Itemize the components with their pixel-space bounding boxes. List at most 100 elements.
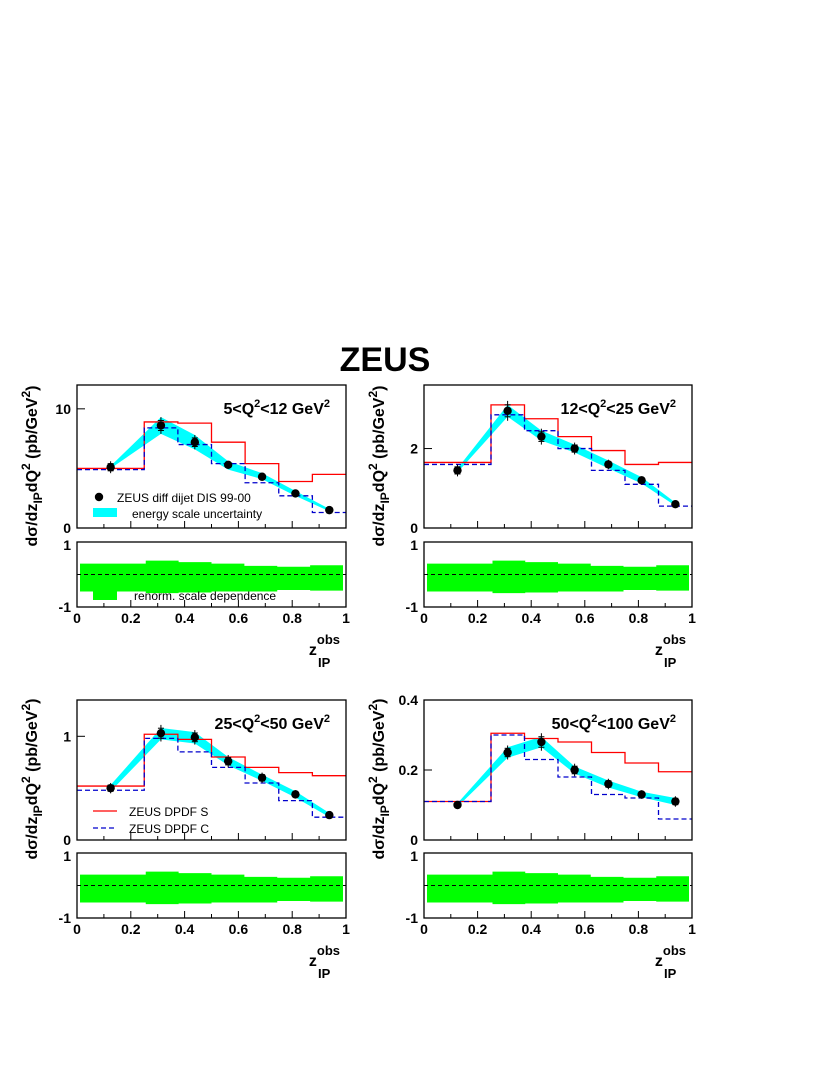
x-axis-label-sub: IP bbox=[664, 966, 677, 981]
y-tick-label: 10 bbox=[55, 401, 71, 417]
data-point bbox=[156, 728, 166, 738]
legend-band-label: energy scale uncertainty bbox=[132, 507, 262, 521]
panel-label-sup: 2 bbox=[600, 398, 606, 410]
y-label-sub: IP bbox=[378, 805, 392, 816]
y-label-sup: 2 bbox=[19, 704, 33, 711]
legend: ZEUS diff dijet DIS 99-00 energy scale un… bbox=[93, 491, 276, 836]
y-label-sup: 2 bbox=[19, 391, 33, 398]
data-point bbox=[604, 779, 613, 789]
y-label-sub: IP bbox=[31, 805, 45, 816]
panel-label-sup: 2 bbox=[324, 713, 330, 725]
panel-label-sup: 2 bbox=[254, 398, 260, 410]
x-axis-label-sub: IP bbox=[318, 655, 331, 670]
panel-label: 50<Q2<100 GeV2 bbox=[552, 713, 676, 733]
data-point bbox=[291, 790, 300, 799]
y-tick-label: 1 bbox=[63, 728, 71, 744]
data-point bbox=[671, 797, 680, 806]
y-label-part: ) bbox=[24, 386, 41, 391]
y-label-part: (pb/GeV bbox=[371, 397, 388, 463]
panel-label-part: <25 GeV bbox=[606, 401, 670, 418]
x-tick-label: 0.6 bbox=[575, 921, 595, 937]
panel-label-sup: 2 bbox=[670, 398, 676, 410]
data-point bbox=[190, 733, 200, 742]
y-label-part: ) bbox=[371, 386, 388, 391]
panel-label-part: 5<Q bbox=[223, 401, 254, 418]
data-point bbox=[257, 472, 267, 481]
renorm-scale-band bbox=[427, 560, 690, 594]
y-label-part: (pb/GeV bbox=[24, 710, 41, 776]
legend-band-swatch bbox=[93, 508, 117, 517]
data-point bbox=[503, 748, 512, 757]
renorm-scale-band bbox=[427, 871, 690, 905]
y-axis-label: dσ/dzIPdQ2 (pb/GeV2) bbox=[366, 699, 392, 860]
energy-scale-band bbox=[457, 404, 676, 506]
data-point bbox=[570, 765, 579, 775]
data-point bbox=[537, 737, 546, 747]
y-tick-label: 0 bbox=[63, 832, 71, 848]
panel-label: 5<Q2<12 GeV2 bbox=[223, 398, 330, 418]
ratio-tick-label: -1 bbox=[59, 910, 72, 926]
x-tick-label: 0.6 bbox=[575, 610, 595, 626]
y-label-part: ) bbox=[24, 699, 41, 704]
dpdf-s-histogram bbox=[77, 421, 346, 483]
data-point bbox=[325, 810, 334, 820]
y-label-part: dσ/dz bbox=[371, 504, 388, 547]
x-tick-label: 0.8 bbox=[282, 610, 302, 626]
x-axis-label-sup: obs bbox=[663, 632, 686, 647]
data-point bbox=[570, 444, 579, 453]
energy-scale-band bbox=[457, 736, 676, 807]
data-point bbox=[291, 489, 300, 498]
data-point bbox=[325, 505, 334, 515]
y-tick-label: 0 bbox=[63, 520, 71, 536]
y-tick-label: 0 bbox=[410, 832, 418, 848]
x-tick-label: 0.8 bbox=[629, 921, 649, 937]
ratio-tick-label: 1 bbox=[410, 537, 418, 553]
y-axis-label: dσ/dzIPdQ2 (pb/GeV2) bbox=[19, 699, 45, 860]
data-point bbox=[156, 421, 166, 430]
renorm-scale-band bbox=[80, 871, 344, 905]
x-tick-label: 0.6 bbox=[229, 610, 249, 626]
x-axis-label-sup: obs bbox=[317, 943, 340, 958]
data-point bbox=[453, 800, 462, 810]
panel-label: 25<Q2<50 GeV2 bbox=[215, 713, 330, 733]
y-axis-label: dσ/dzIPdQ2 (pb/GeV2) bbox=[366, 386, 392, 547]
y-label-sup: 2 bbox=[19, 776, 33, 783]
legend-dpdf-s-label: ZEUS DPDF S bbox=[129, 805, 208, 819]
x-axis-label-sup: obs bbox=[317, 632, 340, 647]
dpdf-c-histogram bbox=[424, 734, 692, 820]
y-label-sub: IP bbox=[378, 492, 392, 503]
x-tick-label: 0.4 bbox=[175, 610, 195, 626]
x-axis-label-main: z bbox=[309, 953, 317, 970]
y-tick-label: 0.4 bbox=[399, 692, 419, 708]
x-tick-label: 0.2 bbox=[468, 610, 488, 626]
x-tick-label: 0.6 bbox=[229, 921, 249, 937]
panel-label-sup: 2 bbox=[324, 398, 330, 410]
data-point bbox=[637, 476, 646, 485]
x-tick-label: 1 bbox=[688, 921, 696, 937]
data-point bbox=[453, 466, 462, 475]
data-point bbox=[671, 499, 680, 509]
ratio-subplot: 1 -10 0.2 0.4 0.6 0.8 1 zobs IP bbox=[406, 848, 697, 981]
x-axis-label: zobs IP bbox=[655, 632, 686, 670]
data-point bbox=[257, 773, 267, 782]
x-tick-label: 0.2 bbox=[468, 921, 488, 937]
panel-label-part: <50 GeV bbox=[260, 716, 324, 733]
x-tick-label: 0.4 bbox=[521, 921, 541, 937]
x-axis-label: zobs IP bbox=[655, 943, 686, 981]
legend-data-label: ZEUS diff dijet DIS 99-00 bbox=[117, 491, 251, 505]
panel-label-part: <100 GeV bbox=[597, 716, 670, 733]
data-point bbox=[223, 756, 233, 766]
x-axis-label-main: z bbox=[309, 642, 317, 659]
panel-label-sup: 2 bbox=[591, 713, 597, 725]
panel-label-part: 50<Q bbox=[552, 716, 592, 733]
y-label-part: dσ/dz bbox=[24, 817, 41, 860]
panel-label-part: 25<Q bbox=[215, 716, 255, 733]
data-point bbox=[537, 432, 546, 441]
y-label-sup: 2 bbox=[366, 391, 380, 398]
ratio-tick-label: -1 bbox=[59, 599, 72, 615]
dpdf-s-histogram bbox=[424, 732, 692, 803]
